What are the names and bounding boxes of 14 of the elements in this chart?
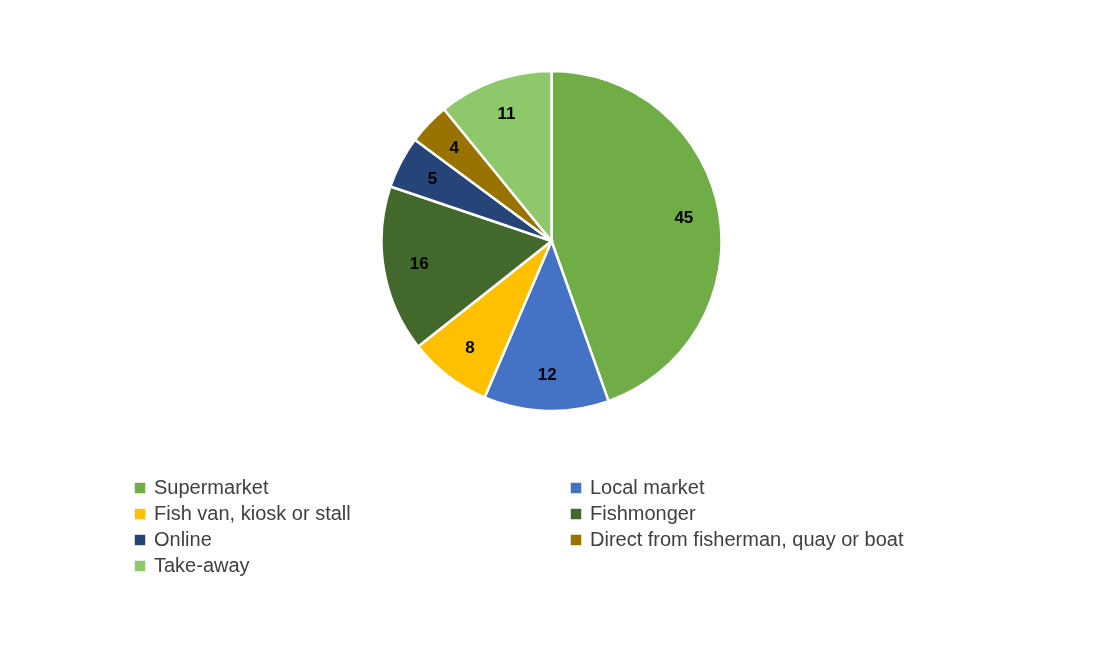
data-label: 16 [409, 253, 429, 273]
data-label: 45 [674, 208, 694, 228]
legend-label: Fish van, kiosk or stall [154, 502, 351, 524]
legend-label: Supermarket [154, 476, 269, 498]
data-label: 8 [465, 337, 475, 357]
legend-label: Direct from fisherman, quay or boat [590, 528, 904, 550]
data-label: 5 [427, 168, 438, 188]
data-label: 12 [537, 365, 557, 385]
legend-label: Online [154, 528, 212, 550]
data-label: 11 [497, 104, 516, 124]
legend-label: Local market [590, 476, 705, 498]
legend-label: Fishmonger [590, 502, 696, 524]
legend-label: Take-away [154, 554, 250, 576]
data-label: 4 [449, 138, 460, 158]
